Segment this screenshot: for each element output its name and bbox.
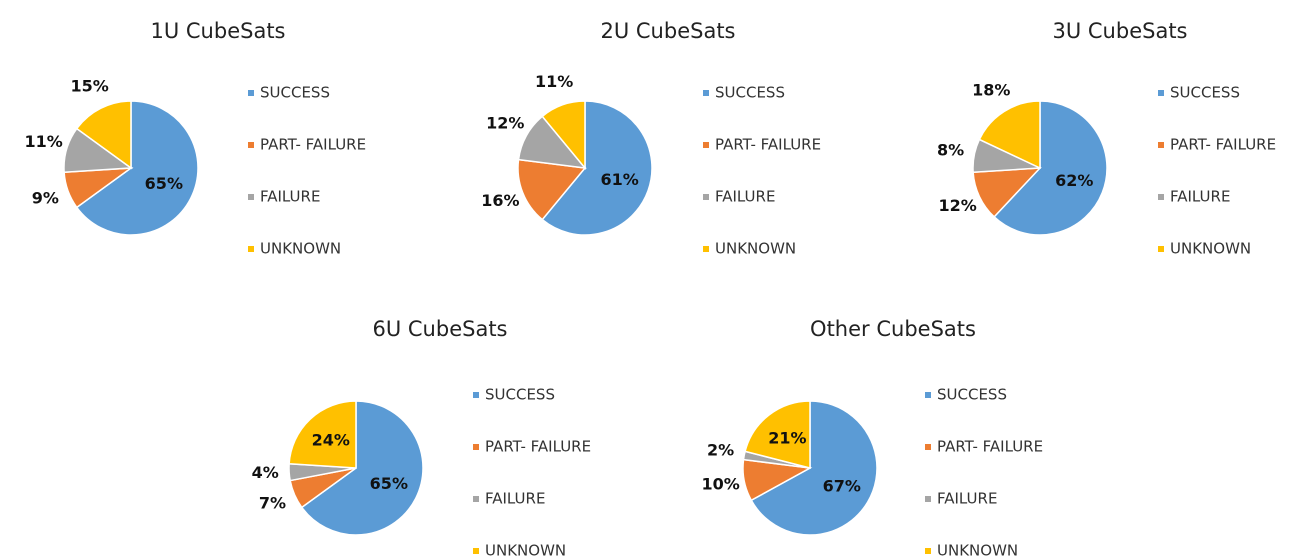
data-label: 16% — [481, 191, 519, 210]
pie-slice — [75, 100, 199, 236]
chart-title: 6U CubeSats — [372, 317, 507, 341]
legend-label: PART- FAILURE — [1170, 136, 1276, 154]
legend-swatch — [703, 90, 709, 96]
data-label: 65% — [370, 474, 408, 493]
legend-label: FAILURE — [1170, 188, 1230, 206]
legend-swatch — [248, 142, 254, 148]
data-label: 61% — [601, 170, 639, 189]
chart-title: 1U CubeSats — [150, 19, 285, 43]
data-label: 18% — [972, 81, 1010, 100]
data-label: 8% — [937, 140, 964, 159]
data-label: 15% — [71, 76, 109, 95]
data-label: 9% — [32, 188, 59, 207]
pie-slice — [541, 100, 586, 171]
legend-label: SUCCESS — [1170, 84, 1240, 102]
legend-label: UNKNOWN — [260, 240, 341, 258]
pie-chart: 6U CubeSats 65% 7% 4% 24% SUCCESS PART- FAILUR… — [252, 317, 591, 558]
legend-swatch — [473, 496, 479, 502]
data-label: 11% — [535, 72, 573, 91]
legend-label: FAILURE — [260, 188, 320, 206]
legend-swatch — [248, 246, 254, 252]
data-label: 12% — [486, 114, 524, 133]
legend-label: PART- FAILURE — [485, 438, 591, 456]
legend-swatch — [1158, 246, 1164, 252]
pie-slice — [288, 400, 357, 469]
pie-slice — [75, 100, 132, 170]
legend-swatch — [248, 90, 254, 96]
chart-title: 3U CubeSats — [1052, 19, 1187, 43]
chart-title: 2U CubeSats — [600, 19, 735, 43]
legend-label: SUCCESS — [937, 386, 1007, 404]
legend-swatch — [473, 548, 479, 554]
pie-slice — [300, 400, 424, 536]
data-label: 2% — [707, 440, 734, 459]
legend-swatch — [473, 392, 479, 398]
legend-label: UNKNOWN — [485, 542, 566, 558]
legend-label: SUCCESS — [485, 386, 555, 404]
legend-label: UNKNOWN — [715, 240, 796, 258]
legend-swatch — [703, 142, 709, 148]
legend-label: SUCCESS — [715, 84, 785, 102]
pie-slice — [993, 100, 1108, 236]
data-label: 21% — [768, 428, 806, 447]
pie-slice — [517, 158, 587, 221]
pie-chart: Other CubeSats 67% 10% 2% 21% SUCCESS PART- FA… — [701, 317, 1043, 558]
pie-chart: 1U CubeSats 65% 9% 11% 15% SUCCESS PART- FAILU… — [24, 19, 366, 258]
legend-swatch — [925, 548, 931, 554]
data-label: 7% — [259, 494, 286, 513]
pie-chart: 3U CubeSats 62% 12% 8% 18% SUCCESS PART- FAILU… — [937, 19, 1276, 258]
legend-swatch — [925, 392, 931, 398]
legend-label: UNKNOWN — [937, 542, 1018, 558]
legend-label: FAILURE — [715, 188, 775, 206]
legend-swatch — [703, 246, 709, 252]
legend-label: PART- FAILURE — [715, 136, 821, 154]
pie-slice — [744, 400, 811, 469]
data-label: 65% — [145, 174, 183, 193]
pie-slice — [750, 400, 878, 536]
data-label: 11% — [24, 132, 62, 151]
legend-swatch — [248, 194, 254, 200]
legend-swatch — [473, 444, 479, 450]
legend-swatch — [1158, 90, 1164, 96]
legend-swatch — [925, 444, 931, 450]
legend-label: PART- FAILURE — [260, 136, 366, 154]
legend-label: PART- FAILURE — [937, 438, 1043, 456]
legend-label: FAILURE — [937, 490, 997, 508]
pie-chart: 2U CubeSats 61% 16% 12% 11% SUCCESS PART- FAIL… — [481, 19, 821, 258]
data-label: 10% — [701, 475, 739, 494]
legend-label: UNKNOWN — [1170, 240, 1251, 258]
data-label: 67% — [823, 476, 861, 495]
legend-swatch — [1158, 194, 1164, 200]
legend-label: FAILURE — [485, 490, 545, 508]
pie-slice — [978, 100, 1041, 170]
legend-swatch — [703, 194, 709, 200]
data-label: 4% — [252, 463, 279, 482]
data-label: 62% — [1055, 171, 1093, 190]
legend-label: SUCCESS — [260, 84, 330, 102]
chart-title: Other CubeSats — [810, 317, 976, 341]
data-label: 24% — [312, 431, 350, 450]
legend-swatch — [1158, 142, 1164, 148]
data-label: 12% — [939, 196, 977, 215]
pie-slice — [541, 100, 653, 236]
legend-swatch — [925, 496, 931, 502]
